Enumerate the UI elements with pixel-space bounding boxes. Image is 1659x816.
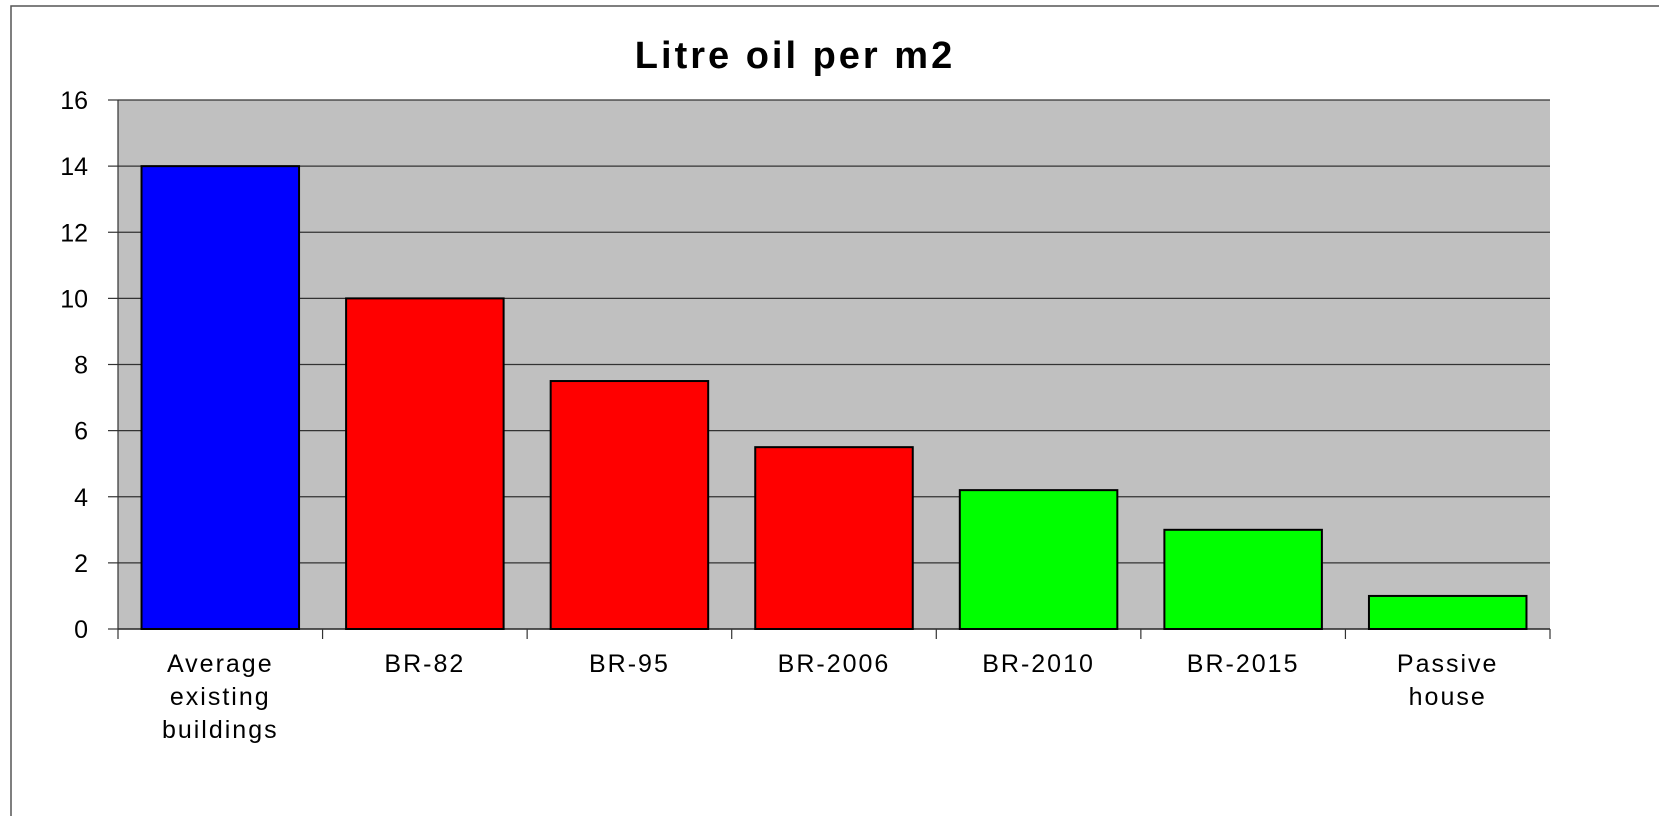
bar bbox=[1367, 594, 1528, 630]
bar bbox=[549, 380, 710, 630]
chart-border bbox=[10, 5, 1659, 816]
x-tick-label: BR-2015 bbox=[1186, 650, 1300, 678]
x-tick-label: BR-2010 bbox=[982, 650, 1095, 678]
y-tick-label: 12 bbox=[60, 219, 88, 247]
y-tick-label: 0 bbox=[74, 616, 88, 644]
x-tick-label: Passive house bbox=[1396, 650, 1499, 711]
y-tick-label: 16 bbox=[60, 87, 88, 115]
chart-title: Litre oil per m2 bbox=[635, 35, 955, 77]
y-tick-label: 4 bbox=[74, 484, 88, 512]
bar bbox=[754, 446, 914, 630]
bar bbox=[958, 489, 1119, 631]
bar bbox=[140, 165, 301, 630]
x-tick-label: Average existing buildings bbox=[161, 650, 279, 744]
y-tick-label: 2 bbox=[74, 550, 88, 578]
x-tick-label: BR-2006 bbox=[777, 650, 891, 678]
y-tick-label: 10 bbox=[60, 285, 88, 313]
x-tick-label: BR-95 bbox=[588, 650, 670, 678]
bar bbox=[1163, 528, 1323, 630]
x-tick-label: BR-82 bbox=[384, 650, 466, 678]
y-tick-label: 6 bbox=[74, 418, 88, 446]
y-tick-label: 8 bbox=[74, 352, 88, 380]
bar bbox=[345, 297, 505, 630]
y-tick-label: 14 bbox=[60, 153, 88, 181]
